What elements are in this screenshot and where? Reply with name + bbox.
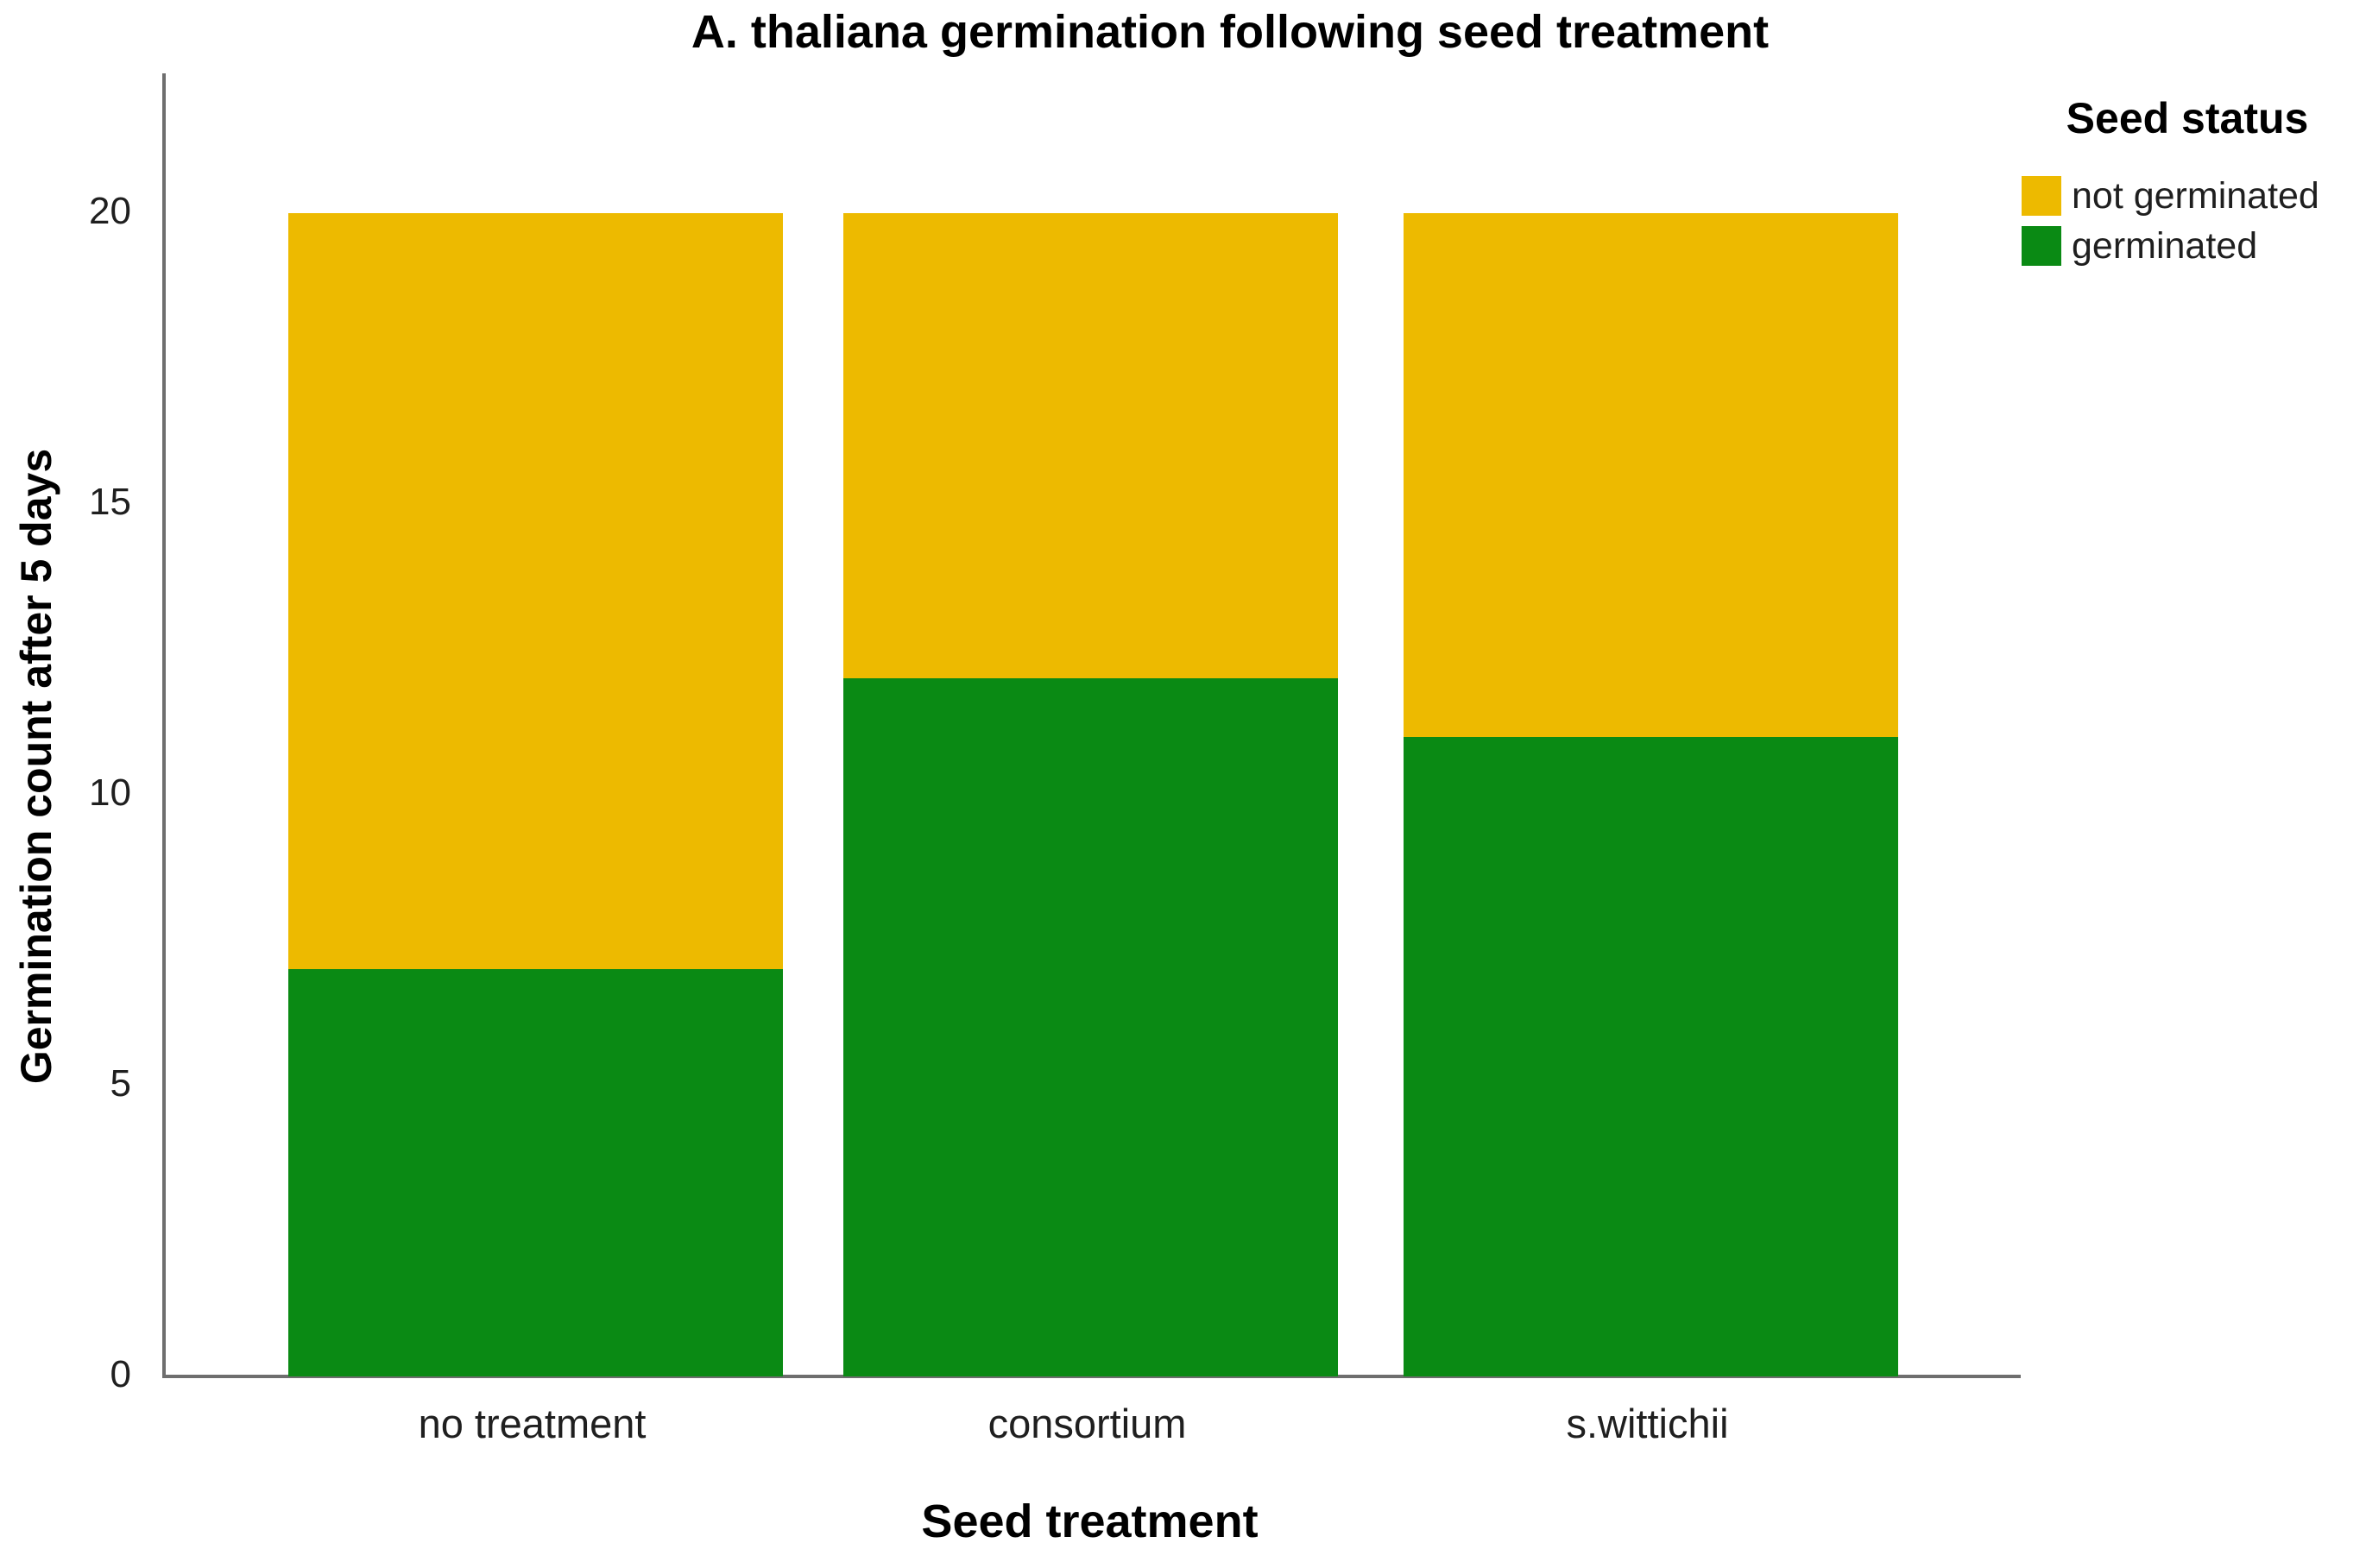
y-tick-label: 20 bbox=[89, 190, 131, 232]
bar-segment-germinated bbox=[843, 678, 1338, 1376]
x-axis-tick-labels: no treatment consortium s.wittichii bbox=[162, 1400, 2017, 1460]
y-tick-label: 5 bbox=[110, 1062, 131, 1105]
x-tick-label: no treatment bbox=[418, 1401, 647, 1446]
legend-label: germinated bbox=[2072, 224, 2258, 267]
legend-label: not germinated bbox=[2072, 174, 2319, 217]
legend-title: Seed status bbox=[2066, 94, 2309, 142]
bar-segment-not-germinated bbox=[288, 213, 783, 970]
legend-items: not germinated germinated bbox=[2011, 174, 2363, 268]
y-tick-label: 10 bbox=[89, 771, 131, 814]
y-tick-label: 0 bbox=[110, 1353, 131, 1395]
x-axis-title: Seed treatment bbox=[921, 1496, 1259, 1547]
bar-s-wittichii bbox=[1404, 213, 1898, 1376]
bar-consortium bbox=[843, 213, 1338, 1376]
plot-area bbox=[162, 73, 2021, 1378]
y-axis-tick-labels: 0 5 10 15 20 bbox=[0, 73, 148, 1395]
chart-title: A. thaliana germination following seed t… bbox=[691, 6, 1770, 58]
x-tick-label: consortium bbox=[987, 1401, 1187, 1446]
bar-no-treatment bbox=[288, 213, 783, 1376]
bar-segment-germinated bbox=[288, 969, 783, 1376]
bar-segment-not-germinated bbox=[1404, 213, 1898, 737]
bar-segment-not-germinated bbox=[843, 213, 1338, 679]
bars-container bbox=[166, 73, 2021, 1376]
legend-item: not germinated bbox=[2022, 174, 2363, 217]
bar-segment-germinated bbox=[1404, 736, 1898, 1376]
legend: Seed status not germinated germinated bbox=[2011, 93, 2363, 274]
y-tick-label: 15 bbox=[89, 481, 131, 523]
legend-swatch-icon bbox=[2022, 226, 2061, 266]
x-tick-label: s.wittichii bbox=[1566, 1401, 1729, 1446]
legend-item: germinated bbox=[2022, 224, 2363, 268]
legend-swatch-icon bbox=[2022, 176, 2061, 216]
